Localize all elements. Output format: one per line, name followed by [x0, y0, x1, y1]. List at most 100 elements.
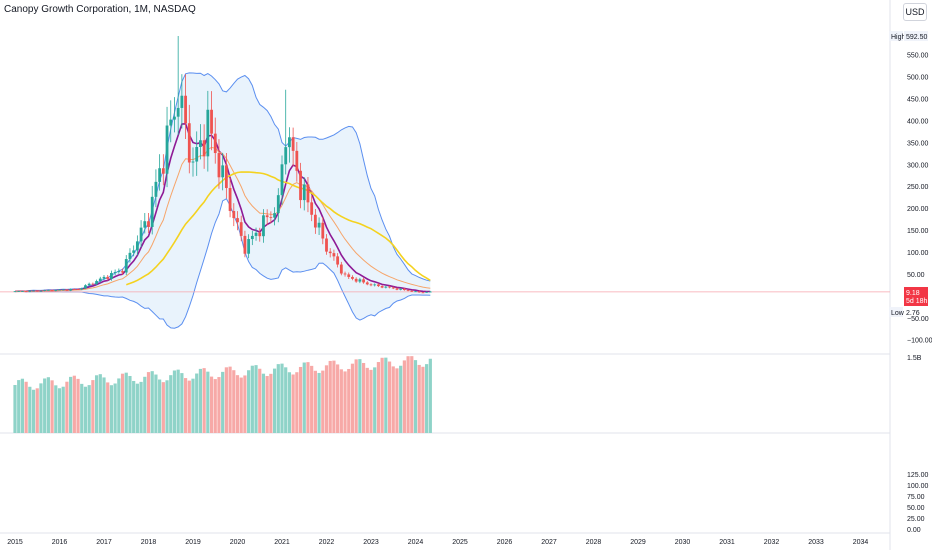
candle-body: [80, 288, 84, 290]
candle-body: [280, 164, 284, 196]
candle-body: [273, 213, 276, 218]
candle-body: [187, 123, 191, 163]
volume-bar: [150, 371, 154, 433]
candle-body: [76, 289, 80, 290]
high-value: 592.50: [906, 34, 928, 41]
volume-bar: [269, 373, 273, 433]
volume-bar: [313, 370, 317, 433]
volume-bar: [69, 376, 73, 433]
volume-bar: [183, 378, 188, 433]
candle-body: [91, 283, 95, 285]
candle-body: [35, 290, 39, 292]
candle-body: [180, 95, 184, 108]
price-axis-tick: 200.00: [907, 206, 929, 213]
candle-body: [113, 272, 117, 274]
volume-bars: [13, 356, 432, 433]
candle-body: [102, 276, 106, 279]
price-axis-tick: −100.00: [907, 338, 932, 345]
volume-bar: [46, 377, 50, 433]
volume-bar: [146, 372, 151, 433]
stoch-axis-tick: 125.00: [907, 472, 929, 479]
volume-bar: [258, 368, 262, 433]
volume-bar: [213, 379, 217, 433]
volume-bar: [261, 373, 266, 433]
candle-body: [250, 235, 254, 240]
volume-bar: [228, 366, 232, 433]
volume-bar: [425, 364, 429, 433]
volume-bar: [80, 383, 84, 433]
candle-body: [206, 109, 210, 157]
volume-bar: [291, 374, 295, 433]
volume-bar: [28, 386, 32, 433]
candle-body: [121, 271, 124, 273]
candle-body: [425, 291, 429, 293]
ema-long-line: [126, 171, 431, 286]
time-axis-year: 2022: [319, 539, 335, 546]
volume-bar: [384, 357, 388, 433]
currency-button[interactable]: USD: [903, 3, 927, 21]
volume-axis-tick: 1.5B: [907, 355, 922, 362]
candle-body: [295, 150, 299, 171]
volume-bar: [180, 373, 184, 433]
volume-bar: [61, 386, 65, 433]
time-axis[interactable]: 2015 2016 2017 2018 2019 2020 2021 2022 2023 2024…: [7, 539, 868, 546]
volume-bar: [332, 360, 336, 433]
volume-bar: [65, 381, 69, 433]
time-axis-year: 2029: [630, 539, 646, 546]
price-axis[interactable]: 550.00 500.00 450.00 400.00 350.00 300.00 250.…: [907, 53, 932, 345]
candle-body: [169, 119, 173, 126]
stoch-axis-tick: 100.00: [907, 483, 929, 490]
volume-bar: [373, 367, 377, 433]
candle-body: [95, 281, 98, 285]
candle-body: [236, 218, 239, 223]
candle-body: [21, 291, 24, 292]
candle-body: [288, 137, 291, 148]
volume-bar: [172, 370, 177, 433]
volume-bar: [369, 369, 373, 433]
volume-bar: [280, 363, 284, 433]
candle-body: [213, 133, 217, 154]
volume-bar: [124, 372, 128, 433]
time-axis-year: 2031: [719, 539, 735, 546]
candle-body: [317, 222, 321, 228]
price-axis-tick: −50.00: [907, 316, 929, 323]
volume-bar: [317, 372, 321, 433]
candle-body: [117, 271, 121, 273]
candle-body: [369, 284, 373, 286]
price-axis-tick: 500.00: [907, 75, 929, 82]
candle-body: [139, 227, 143, 242]
candle-body: [351, 276, 354, 279]
candle-body: [254, 232, 258, 236]
volume-bar: [39, 383, 43, 433]
volume-bar: [143, 376, 147, 433]
candle-body: [388, 286, 391, 288]
volume-bar: [239, 377, 243, 433]
stoch-d-line: [37, 485, 430, 529]
volume-bar: [198, 368, 203, 433]
volume-bar: [402, 360, 406, 433]
candle-body: [98, 278, 102, 282]
volume-bar: [35, 388, 39, 433]
low-label: Low: [891, 310, 905, 317]
volume-bar: [380, 357, 384, 433]
price-axis-tick: 550.00: [907, 53, 929, 60]
candle-body: [265, 215, 269, 218]
time-axis-year: 2019: [185, 539, 201, 546]
volume-bar: [76, 378, 80, 433]
candle-body: [410, 290, 414, 292]
stochastic-axis[interactable]: 125.00 100.00 75.00 50.00 25.00 0.00: [907, 472, 929, 534]
candle-body: [124, 259, 128, 273]
bollinger-lower-line: [15, 198, 431, 329]
candle-body: [339, 264, 343, 274]
candle-body: [365, 282, 369, 285]
volume-bar: [272, 368, 277, 433]
candle-body: [332, 253, 336, 257]
candle-body: [195, 146, 199, 162]
candle-body: [54, 289, 58, 291]
volume-bar: [109, 385, 114, 433]
volume-bar: [202, 368, 206, 433]
volume-bar: [87, 385, 91, 433]
volume-bar: [306, 362, 310, 433]
volume-bar: [158, 379, 162, 433]
